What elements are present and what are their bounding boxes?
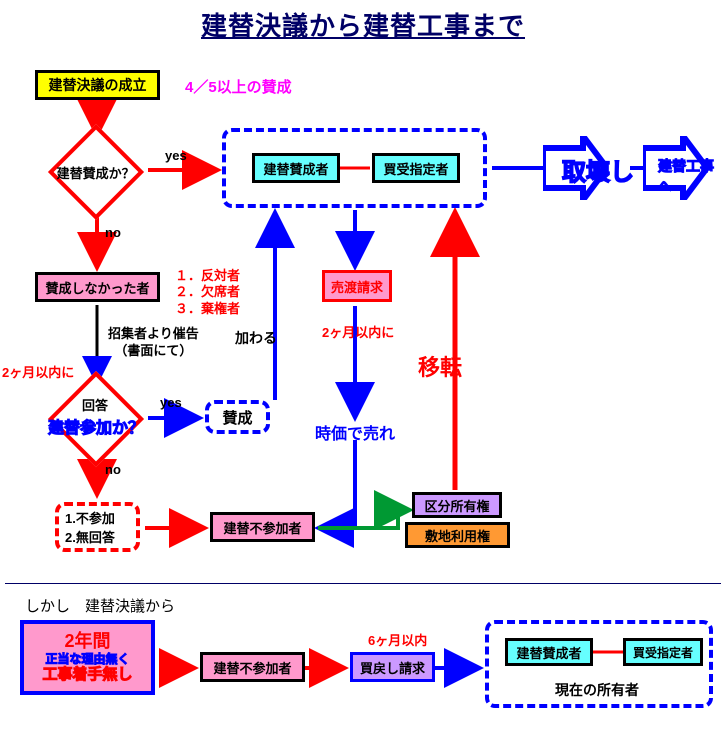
- buyback-box: 買戻し請求: [350, 652, 435, 682]
- agree2-box: 賛成: [205, 400, 270, 434]
- twoyear-top: 2年間: [64, 631, 110, 653]
- d2-no: no: [105, 462, 121, 477]
- group1-b-label: 買受指定者: [383, 159, 448, 178]
- nonpart-box: 建替不参加者: [210, 512, 315, 542]
- demolish-text: 取壊し: [562, 152, 634, 187]
- nonpart2-label: 建替不参加者: [213, 658, 291, 677]
- page-title: 建替決議から建替工事まで: [0, 6, 726, 43]
- group2-a-label: 建替賛成者: [516, 643, 581, 662]
- right1-box: 区分所有権: [412, 492, 502, 518]
- start-note: 4／5以上の賛成: [185, 76, 292, 97]
- nonpart0-box: 1.不参加 2.無回答: [55, 502, 140, 552]
- market-price: 時価で売れ: [315, 420, 395, 444]
- join-label: 加わる: [235, 328, 277, 348]
- twoyear-mid: 正当な理由無く: [45, 652, 129, 666]
- d1-label: 建替賛成か？: [57, 163, 135, 182]
- d2-main: 建替参加か？: [48, 414, 144, 438]
- group2-caption: 現在の所有者: [555, 680, 639, 700]
- agree2-label: 賛成: [222, 407, 252, 428]
- d2-yes: yes: [160, 395, 182, 410]
- d1-yes: yes: [165, 148, 187, 163]
- right1-label: 区分所有権: [424, 496, 489, 515]
- however: しかし 建替決議から: [25, 595, 175, 616]
- notice: 招集者より催告 （書面にて）: [108, 326, 199, 360]
- decision-agree: 建替賛成か？: [48, 124, 144, 220]
- twoyear-box: 2年間 正当な理由無く 工事着手無し: [20, 620, 155, 695]
- transfer-label: 移転: [418, 350, 462, 382]
- nonpart2-box: 建替不参加者: [200, 652, 305, 682]
- right2-box: 敷地利用権: [405, 522, 510, 548]
- d2-top: 回答: [82, 395, 108, 414]
- group1-b: 買受指定者: [372, 153, 460, 183]
- group2-b-label: 買受指定者: [633, 644, 693, 661]
- sell-request-label: 売渡請求: [331, 277, 383, 296]
- buyback-label: 買戻し請求: [360, 658, 425, 677]
- twoyear-bot: 工事着手無し: [42, 666, 132, 684]
- sell-request: 売渡請求: [322, 270, 392, 302]
- group1-a-label: 建替賛成者: [263, 159, 328, 178]
- start-box: 建替決議の成立: [35, 70, 160, 100]
- section-divider: [5, 583, 721, 584]
- group2-b: 買受指定者: [623, 638, 703, 666]
- group1-a: 建替賛成者: [252, 153, 340, 183]
- deadline2: 2ヶ月以内に: [322, 322, 394, 341]
- right2-label: 敷地利用権: [425, 526, 490, 545]
- nonagree-list: １．反対者 ２．欠席者 ３．棄権者: [175, 268, 240, 317]
- d1-no: no: [105, 225, 121, 240]
- start-label: 建替決議の成立: [49, 75, 147, 95]
- nonagree-label: 賛成しなかった者: [45, 278, 149, 297]
- deadline3: 6ヶ月以内: [368, 630, 427, 649]
- to-construction: 建替工事へ: [658, 156, 726, 196]
- nonpart0-label: 1.不参加 2.無回答: [65, 508, 115, 546]
- nonpart-label: 建替不参加者: [223, 518, 301, 537]
- nonagree-box: 賛成しなかった者: [35, 272, 160, 302]
- group2-a: 建替賛成者: [505, 638, 593, 666]
- deadline1: 2ヶ月以内に: [2, 362, 74, 381]
